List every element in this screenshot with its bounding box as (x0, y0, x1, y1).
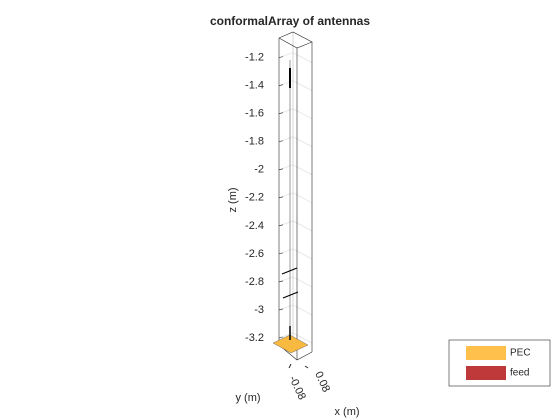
legend-swatch (466, 346, 506, 360)
legend-label: feed (510, 368, 529, 379)
chart-title: conformalArray of antennas (210, 14, 370, 28)
x-tick (304, 365, 309, 369)
z-tick (278, 112, 284, 114)
z-tick-label: -2 (254, 164, 264, 176)
z-tick-label: -2.2 (245, 192, 264, 204)
z-tick (278, 140, 284, 143)
z-tick-label: -1.2 (245, 52, 264, 64)
legend-swatch (466, 366, 506, 380)
z-tick (278, 224, 284, 227)
z-tick-label: -3.2 (245, 332, 264, 344)
z-tick (278, 56, 284, 58)
y-tick (288, 363, 292, 369)
z-tick (278, 252, 284, 255)
z-tick-label: -2.8 (245, 276, 264, 288)
y-axis-label: y (m) (235, 392, 260, 404)
z-tick-label: -2.6 (245, 248, 264, 260)
z-tick-label: -1.8 (245, 136, 264, 148)
x-axis-label: x (m) (334, 406, 359, 418)
z-tick-label: -2.4 (245, 220, 264, 232)
z-tick (278, 280, 284, 283)
z-tick (278, 336, 284, 339)
z-tick-label: -3 (254, 304, 264, 316)
z-tick (278, 168, 284, 171)
legend-label: PEC (510, 348, 531, 359)
z-tick (278, 84, 284, 86)
z-tick (278, 196, 284, 199)
z-tick-label: -1.6 (245, 108, 264, 120)
legend: PEC feed (448, 339, 551, 387)
z-tick (278, 308, 284, 311)
antenna-elements (272, 60, 309, 354)
axes-box (278, 31, 313, 361)
z-axis-label: z (m) (227, 187, 239, 212)
z-tick-label: -1.4 (245, 80, 264, 92)
